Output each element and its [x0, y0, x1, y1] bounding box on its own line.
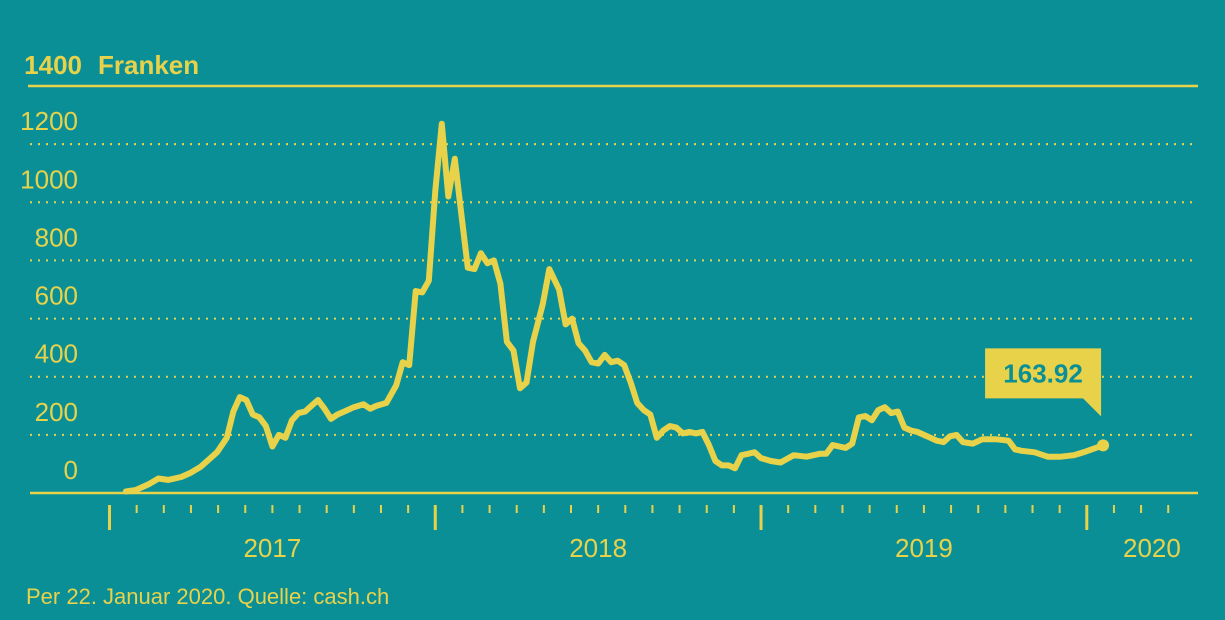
- y-axis-label: Franken: [98, 50, 199, 80]
- y-tick-label: 1200: [20, 106, 78, 136]
- x-tick-label: 2020: [1123, 533, 1181, 563]
- last-value-callout: 163.92: [985, 348, 1102, 417]
- x-axis: 2017 2018 2019 2020: [108, 505, 1181, 563]
- y-tick-label: 800: [35, 222, 78, 252]
- x-tick-label: 2018: [569, 533, 627, 563]
- last-value-dot: [1097, 439, 1110, 452]
- grid: [28, 84, 1198, 495]
- y-tick-label: 200: [35, 397, 78, 427]
- y-tick-label: 0: [64, 455, 78, 485]
- x-tick-label: 2017: [243, 533, 301, 563]
- source-note: Per 22. Januar 2020. Quelle: cash.ch: [26, 584, 389, 609]
- last-value-label: 163.92: [1003, 358, 1083, 388]
- callout-box: [985, 348, 1102, 417]
- y-tick-label: 1400: [24, 50, 82, 80]
- x-tick-label: 2019: [895, 533, 953, 563]
- y-ticks: 0 200 400 600 800 1000 1200 1400: [20, 50, 82, 485]
- y-tick-label: 600: [35, 281, 78, 311]
- y-tick-label: 400: [35, 339, 78, 369]
- y-tick-label: 1000: [20, 164, 78, 194]
- price-line: [122, 120, 1107, 495]
